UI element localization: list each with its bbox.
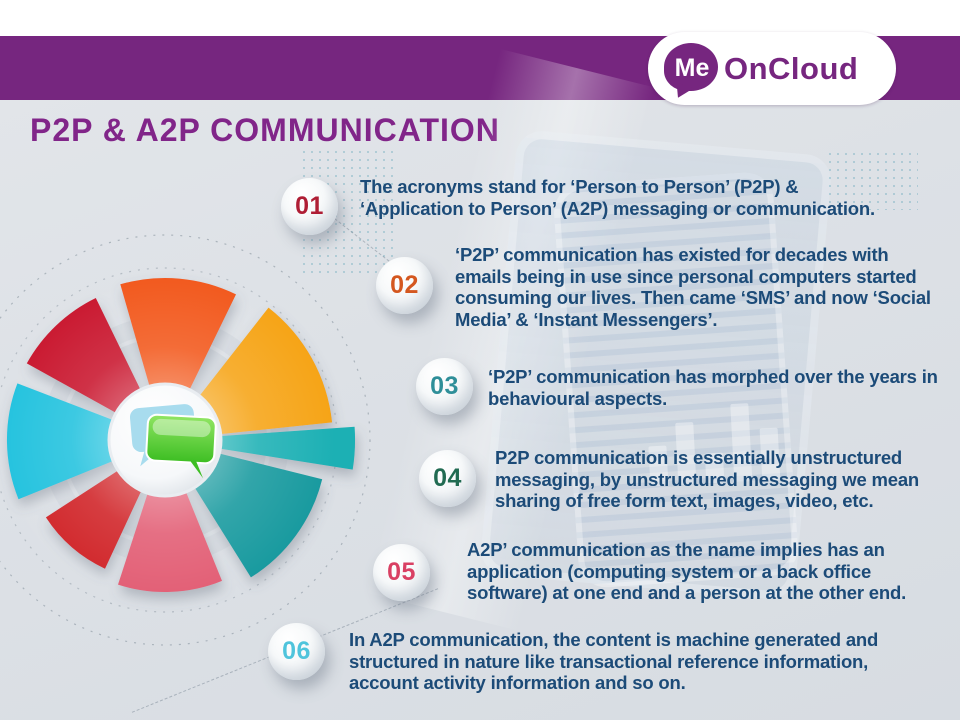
chat-bubbles-icon: [129, 404, 217, 479]
top-white-strip: [0, 0, 960, 36]
step-text-02: ‘P2P’ communication has existed for deca…: [455, 244, 931, 330]
step-text-05: A2P’ communication as the name implies h…: [467, 539, 907, 603]
step-number: 02: [390, 271, 419, 299]
step-text-01: The acronyms stand for ‘Person to Person…: [360, 176, 875, 219]
step-ball-06: 06: [268, 623, 325, 680]
page-title: P2P & A2P COMMUNICATION: [30, 112, 500, 148]
step-ball-04: 04: [419, 450, 476, 507]
step-ball-05: 05: [373, 544, 430, 601]
logo-oncloud-text: OnCloud: [724, 50, 859, 86]
step-ball-01: 01: [281, 178, 338, 235]
step-text-06: In A2P communication, the content is mac…: [349, 629, 879, 693]
step-number: 05: [387, 558, 416, 586]
step-ball-03: 03: [416, 358, 473, 415]
step-number: 03: [430, 372, 459, 400]
logo-me-text: Me: [674, 53, 710, 82]
step-number: 04: [433, 464, 462, 492]
dotted-ring-outer: [0, 234, 371, 646]
step-ball-02: 02: [376, 257, 433, 314]
step-number: 06: [282, 637, 311, 665]
step-text-03: ‘P2P’ communication has morphed over the…: [488, 366, 938, 409]
logo-bubble-shape: [664, 42, 718, 91]
logo-speech-bubble-icon: Me: [664, 42, 720, 101]
logo: Me OnCloud: [648, 32, 896, 105]
step-number: 01: [295, 192, 324, 220]
pinwheel-graphic: [0, 234, 371, 646]
step-text-04: P2P communication is essentially unstruc…: [495, 447, 920, 511]
